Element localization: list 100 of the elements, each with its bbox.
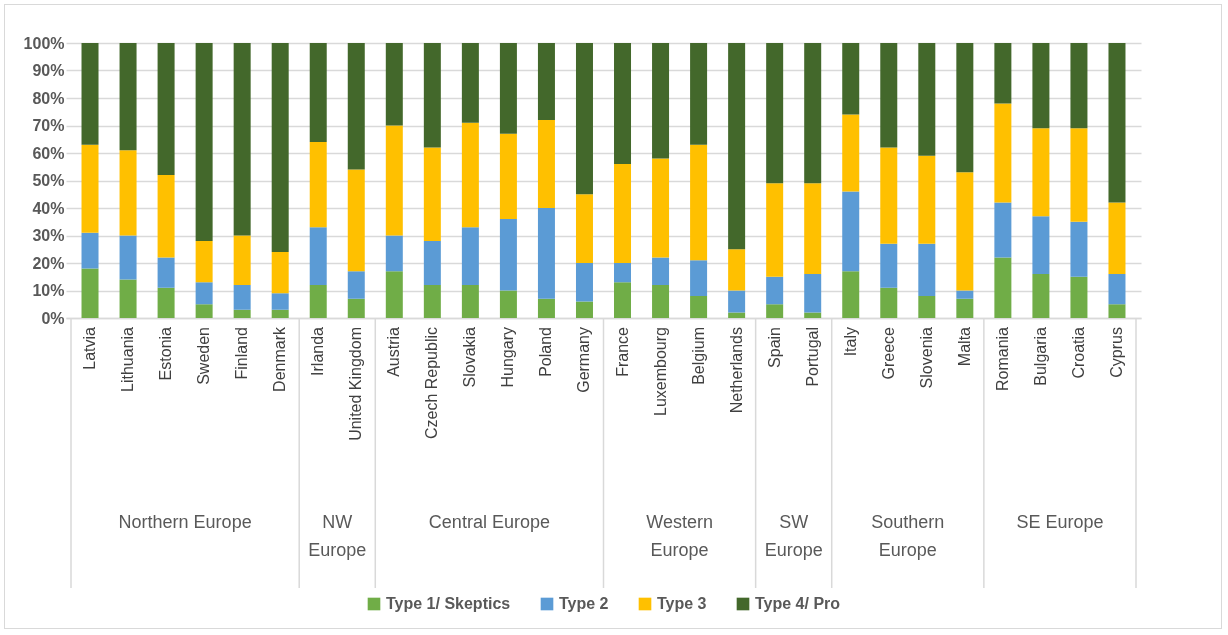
x-tick-label: Denmark [271, 326, 289, 392]
bar [81, 268, 99, 318]
x-tick-label: Poland [537, 327, 555, 377]
x-tick-label: Portugal [803, 327, 821, 387]
bar [994, 257, 1012, 318]
bar [347, 271, 365, 299]
text: Western Europe [646, 512, 713, 560]
text: SW Europe [764, 512, 823, 560]
bar [614, 263, 632, 283]
x-tick-label: Spain [765, 327, 783, 368]
bar [842, 271, 860, 318]
bar [309, 227, 327, 285]
bar [994, 103, 1012, 203]
bar [918, 155, 936, 244]
text: Northern Europe [118, 512, 252, 532]
bar [842, 43, 860, 115]
bar [195, 43, 213, 241]
x-tick-label: Finland [233, 327, 251, 380]
bar [918, 296, 936, 318]
bar [652, 285, 670, 318]
bar [575, 43, 593, 195]
x-tick-label: Bulgaria [1031, 326, 1049, 386]
bar [537, 298, 555, 318]
x-tick-label: United Kingdom [347, 327, 365, 441]
bar [652, 257, 670, 285]
bar [119, 279, 137, 318]
legend-label: Type 1/ Skeptics [386, 595, 511, 612]
bar [804, 312, 822, 318]
bar [994, 202, 1012, 258]
bar [1108, 304, 1126, 318]
bar [766, 276, 784, 305]
bar [81, 144, 99, 233]
bar [842, 114, 860, 192]
bar [81, 43, 99, 145]
bar [652, 43, 670, 159]
bar [575, 194, 593, 263]
bar [728, 312, 746, 318]
bar [575, 301, 593, 318]
bar [766, 183, 784, 277]
bar [766, 304, 784, 318]
bar [157, 43, 175, 175]
bar [614, 43, 632, 164]
text: Southern Europe [871, 512, 945, 560]
bar [499, 290, 517, 318]
bar [880, 43, 898, 148]
y-tick-label: 50% [32, 172, 65, 189]
bar [271, 309, 289, 318]
x-tick-label: Latvia [81, 326, 99, 370]
bar [271, 252, 289, 294]
text: NW Europe [308, 512, 367, 560]
bar [1032, 43, 1050, 129]
bar [690, 296, 708, 318]
x-tick-label: Czech Republic [423, 327, 441, 440]
y-tick-label: 100% [23, 34, 65, 52]
bar [918, 243, 936, 296]
x-tick-label: Slovenia [917, 326, 935, 389]
bar [309, 43, 327, 142]
bar [423, 43, 441, 148]
bar [461, 43, 479, 123]
bar [309, 285, 327, 318]
y-tick-label: 20% [32, 254, 65, 272]
bar [1070, 221, 1088, 277]
bar [614, 164, 632, 263]
bar [157, 175, 175, 258]
bar [309, 142, 327, 228]
bar [994, 43, 1012, 104]
bar [880, 243, 898, 288]
bar [728, 290, 746, 313]
bar [157, 287, 175, 318]
x-tick-label: Sweden [195, 327, 213, 385]
bar [461, 227, 479, 285]
bar [728, 249, 746, 291]
bar [81, 232, 99, 269]
bar [385, 271, 403, 318]
bar [233, 235, 251, 285]
bar [690, 260, 708, 296]
bar [233, 309, 251, 318]
y-tick-label: 30% [32, 227, 65, 244]
x-tick-label: Irlanda [309, 326, 327, 376]
bar [499, 133, 517, 219]
x-tick-label: France [613, 326, 631, 377]
bar [1032, 216, 1050, 274]
bar [423, 147, 441, 241]
bar [385, 235, 403, 272]
bar [195, 282, 213, 305]
x-tick-label: Belgium [689, 327, 707, 385]
bar [157, 257, 175, 288]
bar [652, 158, 670, 258]
bar [347, 169, 365, 272]
x-tick-label: Austria [385, 326, 403, 377]
bar [956, 290, 974, 299]
bar [423, 241, 441, 285]
bar [956, 172, 974, 291]
bar [119, 235, 137, 280]
bar [918, 43, 936, 156]
bar [119, 150, 137, 236]
bar [956, 43, 974, 173]
y-tick-label: 70% [32, 117, 65, 134]
bar [1070, 276, 1088, 318]
bar [233, 43, 251, 236]
